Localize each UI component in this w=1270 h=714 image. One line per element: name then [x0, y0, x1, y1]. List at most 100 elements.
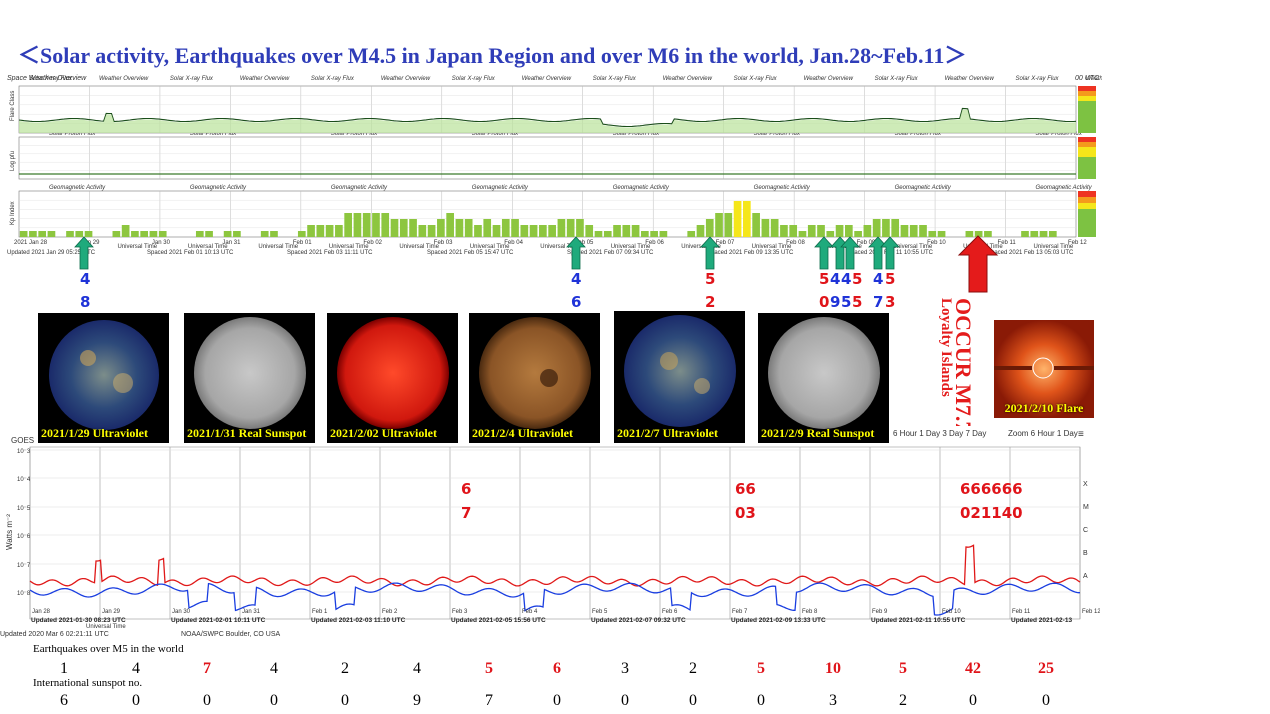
kp-bar	[603, 231, 612, 237]
sunspot-count-cell: 0	[1042, 692, 1050, 709]
weather-overview-label: Weather Overview	[522, 76, 572, 82]
kp-updated-label: Spaced 2021 Feb 07 09:34 UTC	[567, 250, 654, 256]
kp-date-tick: Feb 09	[857, 240, 876, 246]
kp-bar	[66, 231, 74, 237]
kp-bar	[659, 231, 668, 237]
thumb-caption: 2021/2/10 Flare	[1004, 401, 1084, 415]
kp-bar	[455, 219, 464, 237]
kp-bar	[798, 231, 807, 237]
red-marker-1-top: 6	[461, 480, 472, 498]
kp-bar	[75, 231, 84, 237]
kp-bar	[1030, 231, 1039, 237]
goes-day-tick: Jan 31	[242, 609, 261, 615]
red-marker-2-bottom: 03	[735, 504, 756, 522]
proton-flux-label: Solar Proton Flux	[895, 131, 942, 137]
sunspot-count-cell: 3	[829, 692, 837, 709]
kp-bar	[807, 225, 816, 237]
thumb-sunspot-0131: 2021/1/31 Real Sunspot	[184, 313, 315, 443]
zoom-tabs[interactable]: 6 Hour 1 Day 3 Day 7 Day	[893, 429, 987, 438]
marker-3-bottom: 2	[705, 293, 716, 311]
kp-universal-time: Universal Time	[611, 244, 651, 250]
thumb-uv-0207: 2021/2/7 Ultraviolet	[614, 311, 745, 443]
kp-bar	[733, 201, 742, 237]
kp-bar	[557, 219, 566, 237]
kp-bar	[928, 231, 937, 237]
kp-bar	[149, 231, 158, 237]
eq-count-cell: 5	[899, 660, 907, 677]
marker-1-top: 4	[80, 270, 91, 288]
thumb-uv-0202: 2021/2/02 Ultraviolet	[327, 313, 458, 443]
kp-bar	[19, 231, 28, 237]
kp-bar	[641, 231, 649, 237]
sunspot-count-cell: 0	[621, 692, 629, 709]
sunspot-count-cell: 0	[132, 692, 140, 709]
geomag-activity-label: Geomagnetic Activity	[754, 185, 811, 191]
eq-count-cell: 4	[413, 660, 421, 677]
goes-y-tick: 10⁻7	[17, 563, 31, 569]
kp-updated-label: Updated 2021 Jan 29 05:25 UTC	[7, 250, 96, 256]
thumb-caption: 2021/2/7 Ultraviolet	[617, 426, 718, 440]
kp-bar	[984, 231, 992, 237]
kp-date-tick: Feb 08	[786, 240, 805, 246]
occur-annotation: OCCUR M7.7 Loyalty Islands	[938, 298, 976, 426]
kp-date-tick: Feb 06	[645, 240, 664, 246]
kp-bar	[474, 225, 482, 237]
kp-updated-label: Spaced 2021 Feb 11 10:55 UTC	[847, 250, 934, 256]
marker-1-bottom: 8	[80, 293, 91, 311]
kp-bar	[121, 225, 130, 237]
kp-bar	[158, 231, 167, 237]
kp-bar	[965, 231, 974, 237]
flare-class-label: A	[1083, 573, 1088, 580]
kp-bar	[381, 213, 390, 237]
kp-bar	[307, 225, 315, 237]
goes-grid	[29, 447, 1081, 619]
kp-bar	[872, 219, 881, 237]
marker-5-bot-a: 7	[873, 293, 884, 311]
kp-date-tick: Jan 30	[152, 240, 171, 246]
kp-bar	[511, 219, 519, 237]
kp-bar	[845, 225, 853, 237]
goes-day-tick: Feb 12	[1082, 609, 1100, 615]
kp-bar	[743, 201, 751, 237]
kp-bar	[112, 231, 121, 237]
kp-bar	[576, 219, 584, 237]
proton-flux-label: Solar Proton Flux	[613, 131, 660, 137]
kp-updated-label: Spaced 2021 Feb 01 10:13 UTC	[147, 250, 234, 256]
marker-4-top-a: 5	[819, 270, 830, 288]
xray-flux-label: Solar X-ray Flux	[311, 76, 355, 82]
kp-bar	[223, 231, 232, 237]
kp-date-tick: Feb 03	[434, 240, 453, 246]
kp-bar	[696, 225, 705, 237]
proton-grid	[19, 137, 1076, 179]
kp-updated-label: Spaced 2021 Feb 05 15:47 UTC	[427, 250, 514, 256]
menu-icon[interactable]: ≡	[1078, 429, 1084, 440]
xray-flux-label: Solar X-ray Flux	[452, 76, 496, 82]
kp-bar	[195, 231, 204, 237]
goes-updated-label: Updated 2021-02-05 15:56 UTC	[451, 617, 546, 624]
kp-bar	[770, 219, 779, 237]
proton-flux-label: Solar Proton Flux	[754, 131, 801, 137]
kp-bar	[566, 219, 575, 237]
kp-universal-time: Universal Time	[399, 244, 439, 250]
occur-label: OCCUR M7.7	[951, 298, 976, 426]
kp-bar	[140, 231, 149, 237]
goes-updated-labels: Updated 2021-01-30 08:23 UTC Updated 2021…	[31, 617, 1072, 624]
geomag-activity-label: Geomagnetic Activity	[613, 185, 670, 191]
marker-5-bot-b: 3	[885, 293, 896, 311]
kp-bar	[863, 225, 872, 237]
kp-bar	[761, 219, 770, 237]
sunspot-count-cell: 0	[341, 692, 349, 709]
eq-count-cell: 2	[689, 660, 697, 677]
kp-bar	[233, 231, 241, 237]
proton-flux-label: Solar Proton Flux	[472, 131, 519, 137]
kp-strip	[18, 190, 1077, 238]
kp-updated-label: Spaced 2021 Feb 13 05:03 UTC	[987, 250, 1074, 256]
xray-overview-line	[18, 107, 1077, 128]
sunspot-count-cell: 9	[413, 692, 421, 709]
kp-updated-label: Spaced 2021 Feb 09 13:35 UTC	[707, 250, 794, 256]
goes-updated-label: Updated 2021-02-13	[1011, 617, 1072, 624]
geomag-activity-label: Geomagnetic Activity	[1036, 185, 1093, 191]
zoom-tabs-2[interactable]: Zoom 6 Hour 1 Day	[1008, 429, 1078, 438]
kp-bar	[548, 225, 556, 237]
